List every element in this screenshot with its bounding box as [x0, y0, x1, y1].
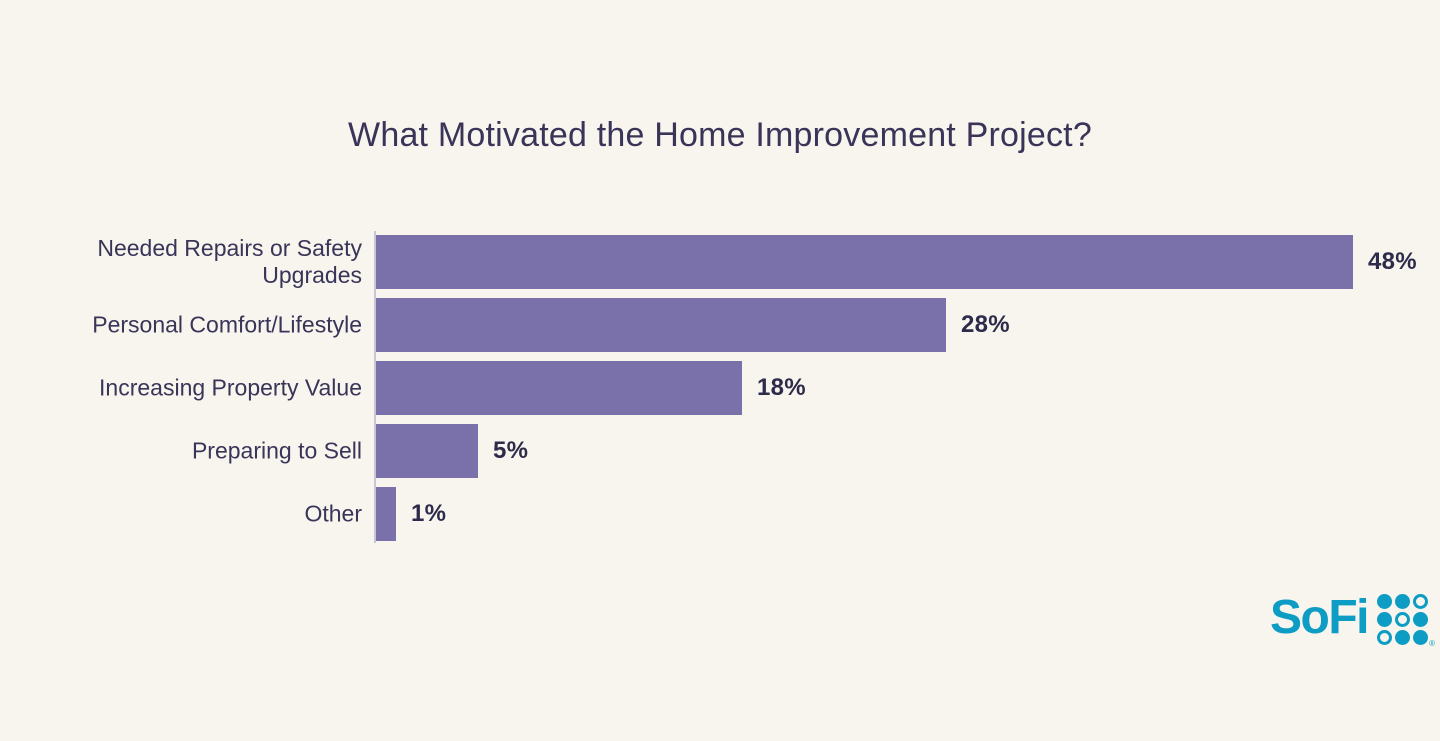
y-axis-line	[374, 231, 376, 543]
category-label: Preparing to Sell	[191, 437, 362, 464]
category-label: Increasing Property Value	[99, 374, 362, 401]
filled-dot	[1377, 593, 1392, 609]
chart-row: Personal Comfort/Lifestyle 28%	[0, 298, 1440, 352]
chart-row: Increasing Property Value 18%	[0, 361, 1440, 415]
bar	[376, 235, 1353, 289]
registered-mark: ®	[1429, 638, 1435, 648]
value-label: 28%	[961, 311, 1010, 338]
filled-dot	[1413, 629, 1428, 645]
value-label: 5%	[493, 437, 529, 464]
category-label: Needed Repairs or Safety Upgrades	[97, 235, 362, 288]
outline-dot	[1395, 611, 1410, 627]
bar	[376, 487, 396, 541]
sofi-wordmark: SoFi	[1270, 591, 1370, 644]
bar	[376, 361, 742, 415]
value-label: 18%	[757, 374, 806, 401]
outline-dot	[1413, 593, 1428, 609]
value-label: 48%	[1368, 248, 1417, 275]
chart-row: Other 1%	[0, 487, 1440, 541]
category-label: Other	[304, 500, 362, 527]
chart-row: Preparing to Sell 5%	[0, 424, 1440, 478]
sofi-dots-icon: ®	[1377, 593, 1435, 648]
bar-chart: Needed Repairs or Safety Upgrades 48% Pers…	[0, 235, 1440, 550]
outline-dot	[1377, 629, 1392, 645]
chart-title: What Motivated the Home Improvement Proj…	[348, 116, 1092, 154]
filled-dot	[1413, 611, 1428, 627]
filled-dot	[1377, 611, 1392, 627]
bar	[376, 298, 946, 352]
filled-dot	[1395, 629, 1410, 645]
chart-row: Needed Repairs or Safety Upgrades 48%	[0, 235, 1440, 289]
category-label: Personal Comfort/Lifestyle	[92, 311, 362, 338]
sofi-logo: SoFi ®	[1270, 589, 1435, 648]
value-label: 1%	[411, 500, 447, 527]
bar	[376, 424, 478, 478]
filled-dot	[1395, 593, 1410, 609]
